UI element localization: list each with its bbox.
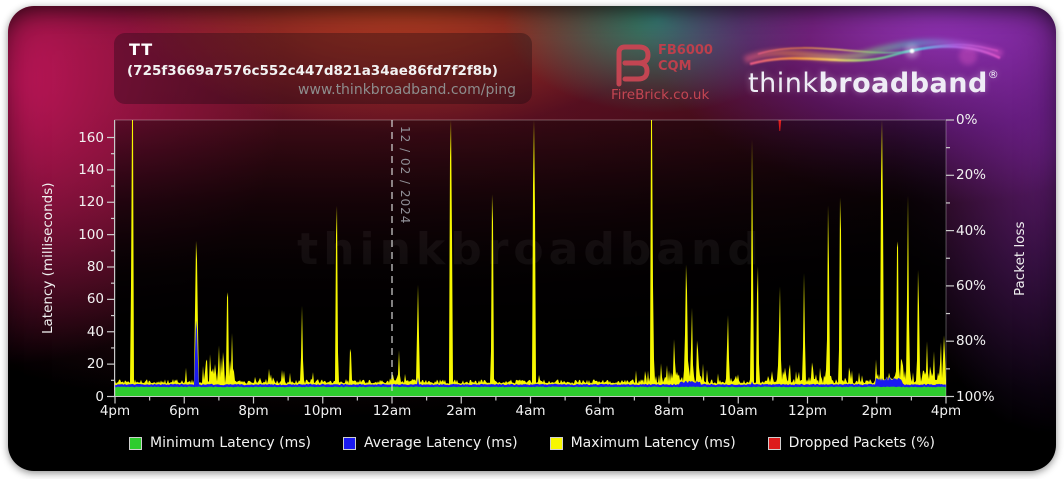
min-latency-series: [115, 386, 946, 397]
legend-item: Maximum Latency (ms): [549, 435, 736, 451]
y-tick-label-latency: 20: [86, 356, 104, 373]
y-tick-label-packet-loss: 80%: [956, 333, 987, 350]
legend-item: Average Latency (ms): [343, 435, 518, 451]
thinkbroadband-logo: thinkbroadband®: [740, 26, 1020, 104]
legend-swatch-icon: [767, 436, 781, 450]
firebrick-product: CQM: [658, 59, 692, 74]
title-box: TT (725f3669a7576c552c447d821a34ae86fd7f…: [114, 33, 532, 104]
legend-swatch-icon: [549, 436, 563, 450]
legend-swatch-icon: [343, 436, 356, 450]
y-tick-label-latency: 100: [78, 226, 104, 243]
legend-swatch-icon: [129, 436, 143, 450]
x-tick-label: 4pm: [99, 403, 131, 419]
x-tick-label: 12am: [372, 403, 412, 419]
x-tick-label: 2pm: [861, 403, 892, 419]
y-tick-label-latency: 140: [78, 161, 104, 178]
chart-legend: Minimum Latency (ms) Average Latency (ms)…: [0, 435, 1064, 451]
x-tick-label: 6pm: [169, 403, 200, 419]
legend-item: Minimum Latency (ms): [129, 435, 311, 451]
brand-word-broadband: broadband: [818, 68, 988, 99]
x-tick-label: 6am: [584, 403, 615, 419]
y-tick-label-latency: 160: [78, 129, 104, 146]
x-tick-label: 8pm: [238, 403, 269, 419]
host-title: TT: [129, 40, 154, 59]
legend-label: Average Latency (ms): [364, 435, 518, 451]
y-tick-label-latency: 0: [95, 388, 104, 405]
y-tick-label-packet-loss: 20%: [956, 167, 987, 184]
brand-registered-mark: ®: [987, 68, 1000, 81]
brand-word-think: think: [748, 68, 819, 99]
x-tick-label: 4pm: [930, 403, 962, 419]
date-marker-label: 12 / 02 / 2024: [398, 126, 412, 225]
firebrick-model: FB6000: [658, 43, 713, 58]
x-tick-label: 2am: [446, 403, 477, 419]
avg-latency-series: [115, 320, 946, 397]
legend-label: Dropped Packets (%): [788, 435, 935, 451]
plot-background: [115, 120, 946, 397]
dropped-packets-series: [778, 120, 782, 132]
legend-label: Maximum Latency (ms): [570, 435, 736, 451]
y-axis-label-packet-loss: Packet loss: [1012, 221, 1028, 296]
y-tick-label-latency: 40: [86, 323, 104, 340]
legend-item: Dropped Packets (%): [767, 435, 935, 451]
y-tick-label-packet-loss: 60%: [956, 277, 987, 294]
firebrick-site: FireBrick.co.uk: [611, 87, 710, 103]
x-tick-label: 10pm: [303, 403, 343, 419]
plot-watermark: thinkbroadband: [297, 224, 764, 275]
x-tick-label: 12pm: [788, 403, 827, 419]
brand-swirl-icon: [743, 39, 1004, 66]
x-tick-label: 10am: [718, 403, 758, 419]
x-tick-label: 4am: [515, 403, 546, 419]
host-id: (725f3669a7576c552c447d821a34ae86fd7f2f8…: [127, 63, 498, 79]
ping-url: www.thinkbroadband.com/ping: [298, 82, 516, 98]
firebrick-logo: FB6000 CQM FireBrick.co.uk: [611, 43, 731, 103]
max-latency-series: [115, 120, 946, 397]
x-tick-label: 8am: [653, 403, 684, 419]
y-tick-label-packet-loss: 40%: [956, 222, 987, 239]
y-tick-label-latency: 80: [86, 259, 104, 275]
y-tick-label-packet-loss: 0%: [956, 112, 978, 128]
y-tick-label-latency: 60: [86, 291, 104, 308]
y-tick-label-latency: 120: [78, 194, 104, 211]
brand-wordmark: thinkbroadband®: [748, 68, 999, 99]
y-tick-label-packet-loss: 100%: [956, 388, 995, 405]
legend-label: Minimum Latency (ms): [150, 435, 311, 451]
firebrick-fb-icon: [616, 44, 651, 87]
